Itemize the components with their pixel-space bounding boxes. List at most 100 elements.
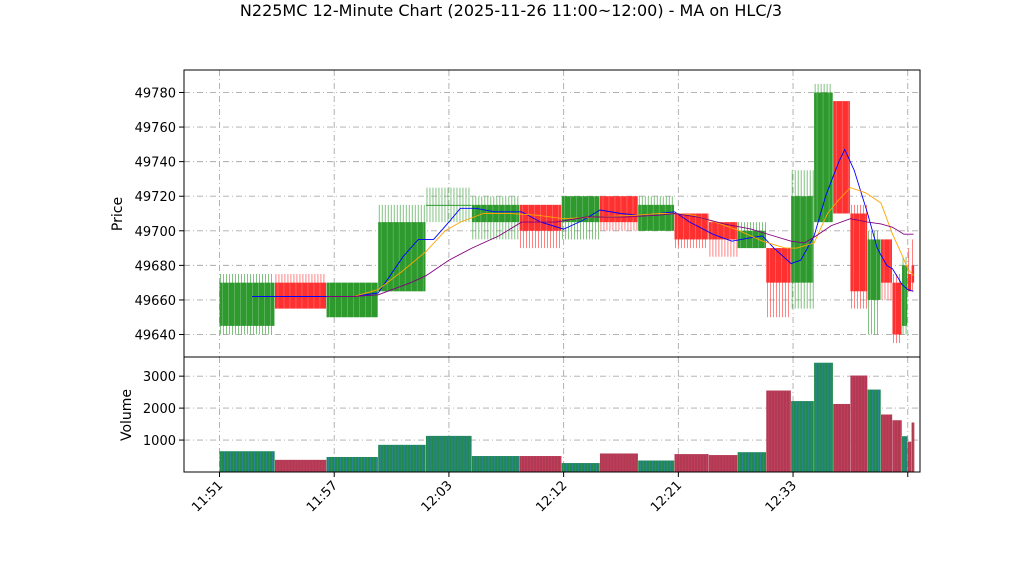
volume-bar-rect xyxy=(833,403,851,472)
volume-bar-rect xyxy=(378,444,426,472)
candle-down xyxy=(911,239,915,292)
x-tick-label: 12:21 xyxy=(648,478,685,515)
price-tick-label: 49760 xyxy=(135,121,176,136)
volume-axis-label: Volume xyxy=(119,389,135,441)
volume-y-ticks: 1000 2000 3000 xyxy=(143,370,184,449)
volume-bar xyxy=(638,460,675,472)
candle-body xyxy=(867,239,881,300)
volume-bar xyxy=(902,436,908,472)
price-axis-label: Price xyxy=(110,197,126,231)
price-tick-label: 49700 xyxy=(135,225,176,240)
x-tick-label: 11:57 xyxy=(304,478,341,515)
candle-up xyxy=(867,230,881,335)
volume-bar-rect xyxy=(880,414,893,472)
x-tick-label: 12:33 xyxy=(763,478,800,515)
candle-body xyxy=(880,239,892,283)
volume-bar xyxy=(471,456,520,472)
volume-bar-rect xyxy=(911,422,915,472)
volume-bar xyxy=(599,453,638,472)
candle-body xyxy=(378,222,426,292)
volume-bar xyxy=(674,454,709,472)
volume-axes-frame xyxy=(183,356,921,473)
candle-body xyxy=(274,282,327,309)
volume-bar-rect xyxy=(274,459,327,472)
candle-body xyxy=(425,204,472,206)
candle-up xyxy=(902,256,908,335)
volume-bar-rect xyxy=(791,401,814,472)
candle-down xyxy=(766,248,791,318)
candle-up xyxy=(378,204,426,292)
volume-bar xyxy=(850,375,868,472)
candle-body xyxy=(599,196,638,223)
candle-body xyxy=(907,274,912,292)
volume-bar xyxy=(737,452,766,472)
price-tick-label: 49660 xyxy=(135,294,176,309)
candle-body xyxy=(219,282,275,326)
candle-body xyxy=(892,282,902,335)
volume-bar xyxy=(907,441,912,472)
moving-average-line xyxy=(326,187,914,297)
volume-bar-rect xyxy=(471,456,520,472)
volume-bar xyxy=(219,451,275,472)
volume-bar xyxy=(561,463,600,472)
candle-down xyxy=(519,204,562,249)
volume-tick-label: 1000 xyxy=(143,434,176,449)
candle-up xyxy=(737,222,766,249)
price-tick-label: 49680 xyxy=(135,259,176,274)
candle-body xyxy=(638,204,675,231)
volume-bar xyxy=(425,435,472,472)
price-panel: 49640 49660 49680 49700 49720 49740 49760 49780… xyxy=(110,69,921,358)
volume-bar xyxy=(911,422,915,472)
candle-down xyxy=(833,101,850,214)
price-tick-label: 49720 xyxy=(135,190,176,205)
candle-body xyxy=(791,196,814,283)
volume-panel: 1000 2000 3000 Volume xyxy=(119,356,921,473)
volume-bars xyxy=(219,362,915,472)
moving-average-line xyxy=(326,213,914,297)
volume-bar xyxy=(791,401,814,472)
volume-bar-rect xyxy=(638,460,675,472)
x-tick-label: 11:51 xyxy=(189,478,226,515)
candle-down xyxy=(274,274,327,309)
candle-body xyxy=(737,230,766,249)
x-tick-label: 12:12 xyxy=(533,478,570,515)
volume-bar xyxy=(892,420,902,472)
volume-bar xyxy=(880,414,893,472)
volume-bar xyxy=(814,362,833,472)
candle-down xyxy=(708,222,738,257)
volume-bar-rect xyxy=(867,389,881,472)
volume-bar-rect xyxy=(902,436,908,472)
price-tick-label: 49740 xyxy=(135,156,176,171)
volume-bar-rect xyxy=(850,375,868,472)
volume-tick-label: 3000 xyxy=(143,370,176,385)
volume-bar xyxy=(274,459,327,472)
candle-body xyxy=(674,213,709,240)
moving-average-line xyxy=(252,148,914,297)
volume-bar-rect xyxy=(892,420,902,472)
volume-bar xyxy=(519,456,562,472)
price-tick-label: 49780 xyxy=(135,86,176,101)
volume-bar-rect xyxy=(326,456,378,472)
x-axis-ticks: 11:51 11:57 12:03 12:12 12:21 12:33 xyxy=(189,472,909,515)
volume-bar-rect xyxy=(766,390,791,472)
price-candles xyxy=(219,83,915,344)
volume-bar xyxy=(378,444,426,472)
candle-body xyxy=(833,101,850,214)
candle-up xyxy=(814,83,833,223)
candle-up xyxy=(791,170,814,309)
chart-title: N225MC 12-Minute Chart (2025-11-26 11:00… xyxy=(240,1,782,20)
volume-bar xyxy=(867,389,881,472)
candle-down xyxy=(880,239,892,300)
candle-down xyxy=(892,274,902,344)
candle-up xyxy=(219,274,275,335)
candle-body xyxy=(911,265,915,283)
candle-up xyxy=(471,196,520,240)
candle-down xyxy=(850,204,868,309)
volume-bar xyxy=(766,390,791,472)
volume-bar xyxy=(708,455,738,472)
price-y-ticks: 49640 49660 49680 49700 49720 49740 49760 49780 xyxy=(135,86,184,344)
volume-bar-rect xyxy=(814,362,833,472)
volume-bar xyxy=(326,456,378,472)
candle-down xyxy=(599,196,638,231)
